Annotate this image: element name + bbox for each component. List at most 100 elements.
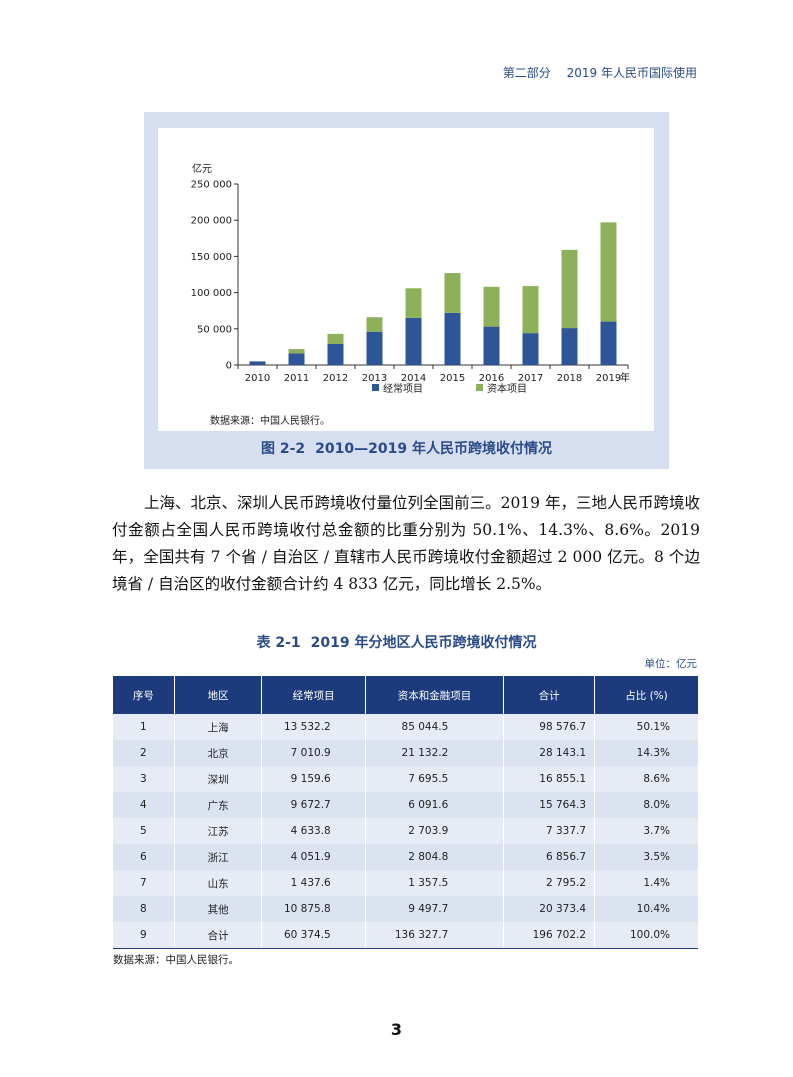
table-cell: 3 bbox=[113, 766, 175, 792]
table-cell: 13 532.2 bbox=[261, 714, 366, 740]
bar-current-account bbox=[444, 312, 461, 365]
table-header-row: 序号 地区 经常项目 资本和金融项目 合计 占比 (%) bbox=[113, 676, 698, 714]
table-cell: 9 159.6 bbox=[261, 766, 366, 792]
header-cell: 经常项目 bbox=[261, 676, 366, 714]
table-row: 3 深圳 9 159.6 7 695.5 16 855.1 8.6% bbox=[113, 766, 698, 792]
x-tick-label: 2018 bbox=[557, 373, 582, 384]
x-tick-label: 2013 bbox=[362, 373, 387, 384]
bar-capital-account bbox=[600, 222, 617, 322]
x-tick-label: 2015 bbox=[440, 373, 465, 384]
bar-current-account bbox=[561, 328, 578, 365]
table-cell: 3.7% bbox=[594, 818, 698, 844]
table-cell: 江苏 bbox=[174, 818, 263, 844]
table-cell: 9 497.7 bbox=[365, 896, 505, 922]
x-axis-unit: 年 bbox=[620, 371, 630, 384]
bar-current-account bbox=[600, 321, 617, 365]
x-tick-label: 2012 bbox=[323, 373, 348, 384]
table-number: 表 2-1 bbox=[256, 635, 301, 651]
header-cell: 地区 bbox=[174, 676, 263, 714]
y-axis-unit: 亿元 bbox=[192, 162, 212, 175]
table-cell: 8.6% bbox=[594, 766, 698, 792]
table-cell: 15 764.3 bbox=[503, 792, 596, 818]
table-cell: 1 437.6 bbox=[261, 870, 366, 896]
region-table: 序号 地区 经常项目 资本和金融项目 合计 占比 (%) 1 上海 13 532.2… bbox=[113, 676, 698, 949]
table-row: 9 合计 60 374.5 136 327.7 196 702.2 100.0% bbox=[113, 922, 698, 949]
table-cell: 浙江 bbox=[174, 844, 263, 870]
table-unit: 单位：亿元 bbox=[644, 658, 698, 670]
table-cell: 2 bbox=[113, 740, 175, 766]
figure-title: 2010—2019 年人民币跨境收付情况 bbox=[315, 441, 552, 457]
table-cell: 21 132.2 bbox=[365, 740, 505, 766]
table-cell: 6 856.7 bbox=[503, 844, 596, 870]
table-cell: 20 373.4 bbox=[503, 896, 596, 922]
table-row: 2 北京 7 010.9 21 132.2 28 143.1 14.3% bbox=[113, 740, 698, 766]
table-row: 8 其他 10 875.8 9 497.7 20 373.4 10.4% bbox=[113, 896, 698, 922]
y-tick-label: 100 000 bbox=[191, 288, 232, 299]
figure-2-2: 亿元 年 0 50 000 100 000 150 000 200 000 250 000… bbox=[144, 112, 669, 469]
bar-capital-account bbox=[288, 349, 305, 354]
legend: 经常项目 资本项目 bbox=[372, 382, 527, 395]
y-axis: 0 50 000 100 000 150 000 200 000 250 000 bbox=[191, 180, 239, 372]
bars bbox=[249, 222, 617, 365]
table-title: 表 2-1 2019 年分地区人民币跨境收付情况 bbox=[0, 632, 793, 652]
header-title: 2019 年人民币国际使用 bbox=[566, 66, 697, 80]
table-cell: 5 bbox=[113, 818, 175, 844]
bar-current-account bbox=[522, 333, 539, 365]
running-header: 第二部分 2019 年人民币国际使用 bbox=[503, 64, 697, 81]
y-tick-label: 0 bbox=[226, 361, 232, 372]
table-cell: 1 357.5 bbox=[365, 870, 505, 896]
y-tick-label: 250 000 bbox=[191, 180, 232, 191]
table-cell: 4 633.8 bbox=[261, 818, 366, 844]
stacked-bar-chart: 亿元 年 0 50 000 100 000 150 000 200 000 250 000… bbox=[191, 162, 630, 395]
table-cell: 北京 bbox=[174, 740, 263, 766]
table-cell: 山东 bbox=[174, 870, 263, 896]
table-cell: 85 044.5 bbox=[365, 714, 505, 740]
header-cell: 序号 bbox=[113, 676, 175, 714]
header-cell: 资本和金融项目 bbox=[365, 676, 505, 714]
x-tick-label: 2011 bbox=[284, 373, 309, 384]
table-cell: 2 804.8 bbox=[365, 844, 505, 870]
table-cell: 合计 bbox=[174, 922, 263, 949]
table-row: 7 山东 1 437.6 1 357.5 2 795.2 1.4% bbox=[113, 870, 698, 896]
table-source: 数据来源：中国人民银行。 bbox=[113, 954, 239, 966]
table-cell: 2 795.2 bbox=[503, 870, 596, 896]
x-tick-label: 2019 bbox=[596, 373, 621, 384]
table-cell: 7 337.7 bbox=[503, 818, 596, 844]
table-cell: 28 143.1 bbox=[503, 740, 596, 766]
table-cell: 6 bbox=[113, 844, 175, 870]
table-row: 1 上海 13 532.2 85 044.5 98 576.7 50.1% bbox=[113, 714, 698, 740]
table-cell: 8 bbox=[113, 896, 175, 922]
table-cell: 7 010.9 bbox=[261, 740, 366, 766]
table-row: 6 浙江 4 051.9 2 804.8 6 856.7 3.5% bbox=[113, 844, 698, 870]
bar-capital-account bbox=[444, 273, 461, 313]
bar-capital-account bbox=[327, 333, 344, 345]
bar-capital-account bbox=[405, 288, 422, 318]
y-tick-label: 200 000 bbox=[191, 216, 232, 227]
figure-caption: 图 2-2 2010—2019 年人民币跨境收付情况 bbox=[144, 438, 669, 458]
table-cell: 50.1% bbox=[594, 714, 698, 740]
figure-number: 图 2-2 bbox=[261, 441, 306, 457]
table-cell: 10 875.8 bbox=[261, 896, 366, 922]
table-cell: 98 576.7 bbox=[503, 714, 596, 740]
table-cell: 2 703.9 bbox=[365, 818, 505, 844]
bar-current-account bbox=[288, 353, 305, 365]
bar-capital-account bbox=[522, 286, 539, 334]
bar-capital-account bbox=[483, 286, 500, 327]
table-cell: 1.4% bbox=[594, 870, 698, 896]
table-cell: 其他 bbox=[174, 896, 263, 922]
table-cell: 196 702.2 bbox=[503, 922, 596, 949]
legend-label: 经常项目 bbox=[383, 382, 423, 395]
table-cell: 1 bbox=[113, 714, 175, 740]
table-row: 5 江苏 4 633.8 2 703.9 7 337.7 3.7% bbox=[113, 818, 698, 844]
table-cell: 136 327.7 bbox=[365, 922, 505, 949]
table-cell: 4 051.9 bbox=[261, 844, 366, 870]
bar-current-account bbox=[405, 317, 422, 365]
y-tick-label: 150 000 bbox=[191, 252, 232, 263]
legend-label: 资本项目 bbox=[487, 382, 527, 395]
x-tick-label: 2016 bbox=[479, 373, 504, 384]
table-cell: 60 374.5 bbox=[261, 922, 366, 949]
table-caption: 2019 年分地区人民币跨境收付情况 bbox=[310, 635, 537, 651]
header-section: 第二部分 bbox=[502, 66, 551, 80]
table-cell: 7 695.5 bbox=[365, 766, 505, 792]
table-cell: 9 bbox=[113, 922, 175, 949]
